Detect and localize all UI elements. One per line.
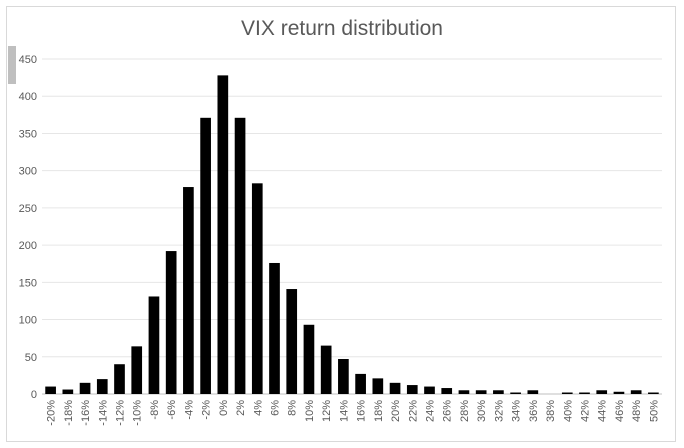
y-tick-label: 300 — [19, 166, 37, 178]
bar — [630, 390, 642, 394]
chart-title: VIX return distribution — [241, 17, 443, 40]
bar — [475, 390, 487, 394]
bar — [148, 296, 160, 394]
y-tick-label: 50 — [25, 352, 37, 364]
bar — [527, 390, 539, 394]
x-tick-label: 28% — [459, 400, 471, 422]
x-tick-label: -6% — [166, 400, 178, 420]
bar — [79, 382, 91, 394]
x-tick-label: -12% — [115, 400, 127, 426]
x-tick-label: 42% — [580, 400, 592, 422]
bar — [389, 382, 401, 394]
x-tick-label: 10% — [304, 400, 316, 422]
x-tick-label: -10% — [132, 400, 144, 426]
x-tick-label: 14% — [338, 400, 350, 422]
y-tick-label: 100 — [19, 315, 37, 327]
x-tick-label: 16% — [356, 400, 368, 422]
bar — [441, 388, 453, 394]
x-tick-label: 8% — [287, 400, 299, 416]
bar — [200, 117, 211, 395]
y-tick-label: 400 — [19, 91, 37, 103]
x-tick-label: 44% — [597, 400, 609, 422]
bar — [217, 75, 229, 394]
scrollbar-thumb[interactable] — [8, 46, 16, 84]
x-tick-label: 26% — [442, 400, 454, 422]
x-tick-label: 4% — [252, 400, 264, 416]
bar — [338, 359, 349, 394]
bar — [596, 390, 608, 394]
bar — [510, 392, 521, 394]
x-tick-label: 40% — [562, 400, 574, 422]
bar — [62, 389, 74, 394]
y-tick-label: 200 — [19, 240, 37, 252]
x-tick-label: -20% — [46, 400, 58, 426]
x-tick-label: 34% — [511, 400, 523, 422]
x-tick-label: 20% — [390, 400, 402, 422]
bar — [458, 390, 470, 394]
x-tick-label: 38% — [545, 400, 557, 422]
bar — [355, 373, 366, 394]
x-tick-label: -18% — [63, 400, 75, 426]
bar — [613, 391, 625, 394]
x-tick-label: 2% — [235, 400, 247, 416]
bar — [131, 346, 143, 394]
bar — [269, 262, 280, 394]
bar — [45, 386, 56, 394]
x-tick-label: 32% — [493, 400, 505, 422]
x-tick-label: -4% — [183, 400, 195, 420]
x-tick-label: 30% — [476, 400, 488, 422]
bar — [114, 364, 125, 394]
bar — [320, 345, 332, 394]
bar — [183, 187, 194, 394]
y-tick-label: 450 — [19, 54, 37, 66]
x-tick-label: 6% — [270, 400, 282, 416]
bar — [286, 289, 298, 394]
x-tick-label: -2% — [201, 400, 213, 420]
y-tick-label: 350 — [19, 128, 37, 140]
x-tick-label: -8% — [149, 400, 161, 420]
bar — [96, 379, 108, 394]
bar — [648, 392, 659, 394]
bar — [372, 378, 384, 394]
x-tick-label: 48% — [631, 400, 643, 422]
x-tick-label: 18% — [373, 400, 385, 422]
bar — [234, 117, 246, 395]
x-tick-label: -14% — [97, 400, 109, 426]
x-tick-label: 24% — [425, 400, 437, 422]
bar — [579, 392, 590, 394]
x-tick-label: 50% — [648, 400, 660, 422]
bar — [424, 386, 435, 394]
bar — [165, 251, 177, 394]
x-tick-label: 46% — [614, 400, 626, 422]
y-tick-label: 150 — [19, 277, 37, 289]
bar — [406, 385, 418, 394]
bar — [303, 324, 315, 394]
x-tick-label: 12% — [321, 400, 333, 422]
x-tick-label: -16% — [80, 400, 92, 426]
bar — [251, 183, 263, 394]
x-tick-label: 0% — [218, 400, 230, 416]
y-tick-label: 250 — [19, 203, 37, 215]
x-tick-label: 36% — [528, 400, 540, 422]
bar — [493, 390, 504, 394]
bar — [561, 392, 573, 394]
x-tick-label: 22% — [407, 400, 419, 422]
y-tick-label: 0 — [31, 389, 37, 401]
